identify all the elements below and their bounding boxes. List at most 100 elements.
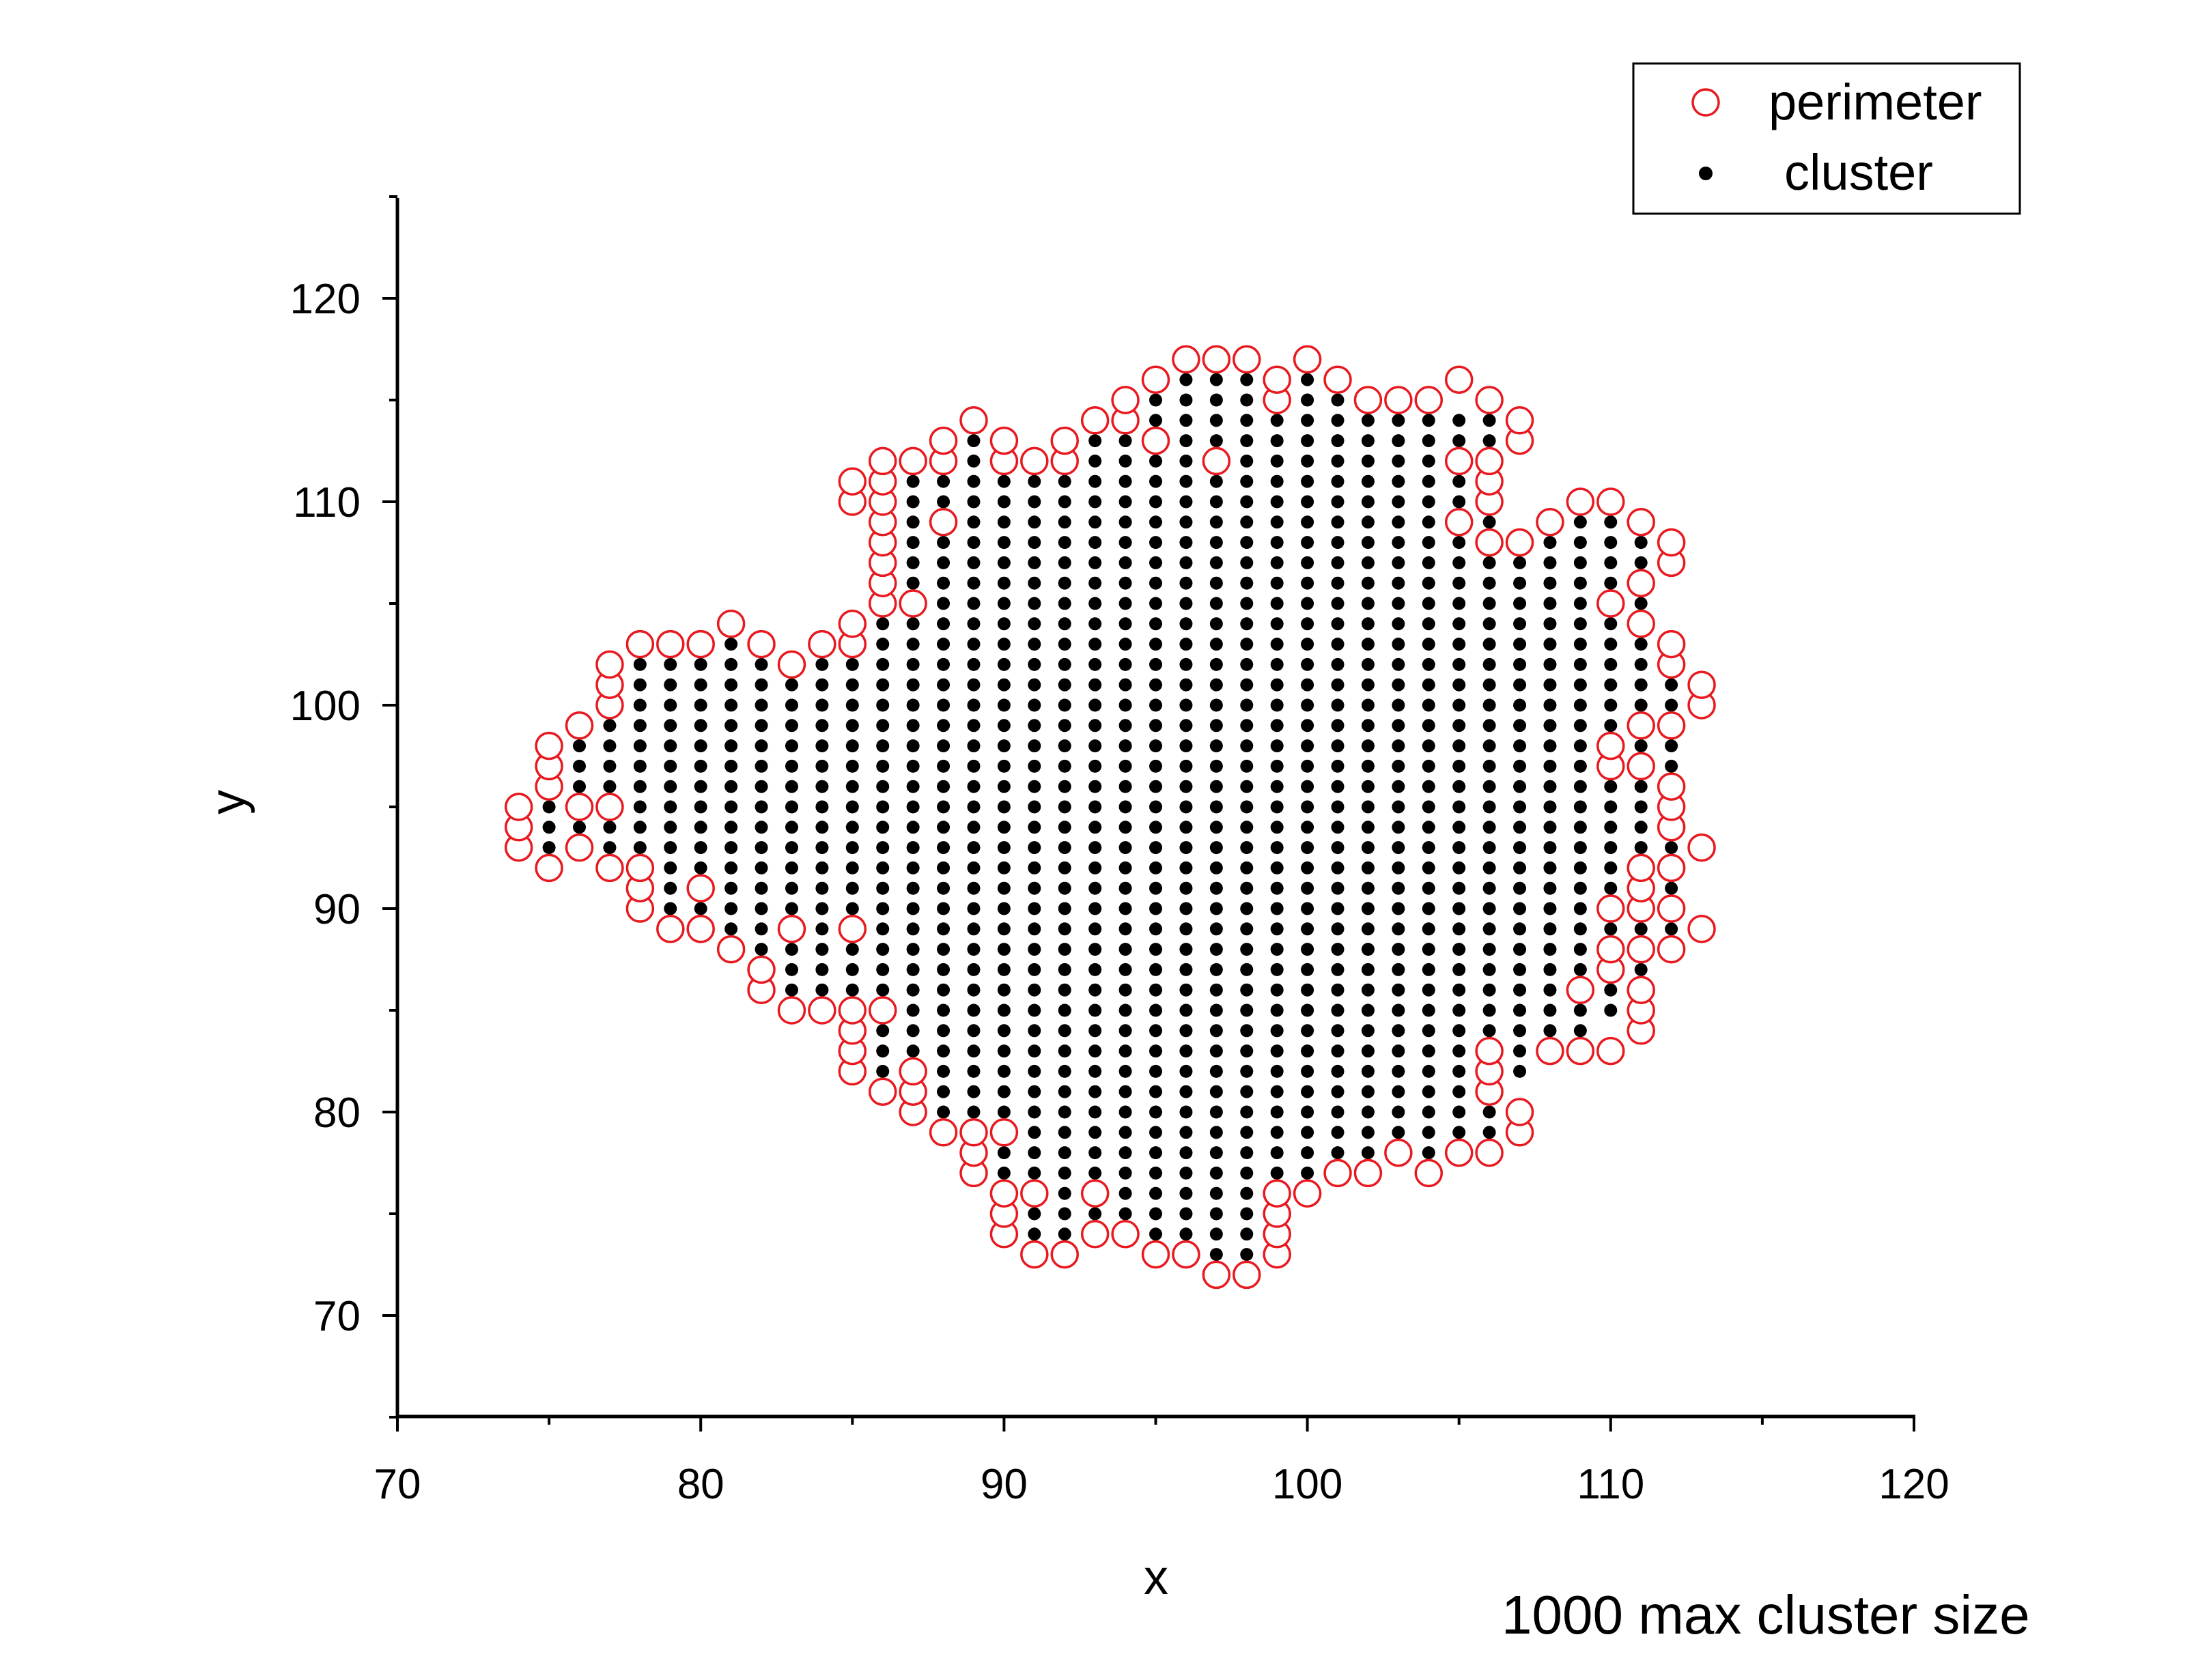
cluster-point	[694, 841, 707, 855]
cluster-point	[1513, 576, 1527, 590]
cluster-point	[1392, 943, 1405, 956]
cluster-point	[664, 881, 677, 895]
perimeter-point	[1475, 446, 1504, 476]
cluster-point	[1209, 414, 1223, 427]
cluster-point	[1422, 780, 1435, 793]
cluster-point	[1361, 861, 1375, 874]
cluster-point	[1665, 759, 1678, 773]
cluster-point	[1270, 881, 1284, 895]
cluster-point	[1118, 963, 1132, 976]
cluster-point	[694, 657, 707, 671]
cluster-point	[603, 821, 617, 834]
cluster-point	[1604, 678, 1618, 692]
cluster-point	[1179, 1166, 1193, 1180]
cluster-point	[1118, 474, 1132, 488]
cluster-point	[1392, 739, 1405, 753]
cluster-point	[1422, 495, 1435, 509]
perimeter-point	[989, 426, 1019, 455]
cluster-point	[1028, 963, 1041, 976]
cluster-point	[1058, 1186, 1071, 1200]
cluster-point	[1331, 1064, 1345, 1078]
cluster-point	[1149, 1126, 1162, 1139]
perimeter-point	[1657, 629, 1686, 659]
perimeter-point	[1627, 508, 1655, 537]
cluster-point	[1543, 922, 1557, 936]
cluster-point	[1240, 719, 1254, 732]
cluster-point	[1240, 861, 1254, 874]
cluster-point	[967, 1044, 981, 1058]
cluster-point	[1209, 1227, 1223, 1241]
cluster-point	[1422, 454, 1435, 468]
cluster-point	[1028, 922, 1041, 936]
cluster-point	[1270, 1085, 1284, 1098]
cluster-point	[1088, 657, 1102, 671]
y-tick-label: 80	[313, 1090, 361, 1137]
perimeter-point	[1444, 446, 1474, 476]
cluster-point	[1452, 434, 1466, 448]
cluster-point	[1301, 1064, 1314, 1078]
cluster-point	[1513, 841, 1527, 855]
cluster-point	[694, 698, 707, 712]
cluster-point	[1573, 861, 1587, 874]
cluster-point	[815, 943, 829, 956]
cluster-point	[997, 1003, 1011, 1017]
cluster-point	[1179, 1126, 1193, 1139]
cluster-point	[755, 861, 768, 874]
cluster-point	[1118, 902, 1132, 915]
cluster-point	[967, 474, 981, 488]
cluster-point	[906, 617, 920, 631]
cluster-point	[1058, 1024, 1071, 1038]
cluster-point	[937, 963, 951, 976]
cluster-point	[1452, 861, 1466, 874]
cluster-point	[1118, 800, 1132, 814]
cluster-point	[1392, 861, 1405, 874]
cluster-point	[785, 881, 798, 895]
cluster-point	[937, 881, 951, 895]
cluster-point	[876, 902, 890, 915]
cluster-point	[1118, 759, 1132, 773]
cluster-point	[997, 617, 1011, 631]
cluster-point	[1604, 556, 1618, 569]
cluster-point	[785, 780, 798, 793]
cluster-point	[1179, 434, 1193, 448]
cluster-point	[1513, 638, 1527, 651]
cluster-point	[815, 698, 829, 712]
perimeter-point	[1596, 731, 1625, 760]
cluster-point	[1513, 597, 1527, 610]
cluster-point	[1573, 556, 1587, 569]
perimeter-point	[1384, 1138, 1413, 1167]
cluster-point	[937, 1085, 951, 1098]
cluster-point	[1240, 373, 1254, 386]
perimeter-point	[1111, 1220, 1140, 1249]
cluster-point	[1392, 556, 1405, 569]
cluster-point	[1301, 1085, 1314, 1098]
cluster-point	[967, 841, 981, 855]
cluster-point	[1118, 780, 1132, 793]
legend: perimeter cluster	[1632, 62, 2021, 215]
cluster-point	[1604, 515, 1618, 529]
cluster-point	[1118, 1024, 1132, 1038]
cluster-point	[1392, 821, 1405, 834]
cluster-point	[1634, 556, 1648, 569]
cluster-point	[1209, 1126, 1223, 1139]
cluster-point	[1392, 678, 1405, 692]
cluster-point	[967, 495, 981, 509]
cluster-point	[937, 597, 951, 610]
cluster-point	[1240, 414, 1254, 427]
cluster-point	[1422, 434, 1435, 448]
cluster-point	[1482, 1003, 1496, 1017]
cluster-point	[1149, 393, 1162, 407]
cluster-point	[997, 1044, 1011, 1058]
cluster-point	[1058, 597, 1071, 610]
cluster-point	[1149, 983, 1162, 997]
cluster-point	[1392, 800, 1405, 814]
cluster-point	[573, 739, 587, 753]
cluster-point	[1331, 617, 1345, 631]
cluster-point	[1543, 821, 1557, 834]
cluster-point	[1270, 657, 1284, 671]
cluster-point	[1452, 881, 1466, 895]
perimeter-point	[1444, 1138, 1474, 1167]
cluster-point	[1179, 617, 1193, 631]
cluster-point	[1604, 657, 1618, 671]
cluster-point	[937, 841, 951, 855]
